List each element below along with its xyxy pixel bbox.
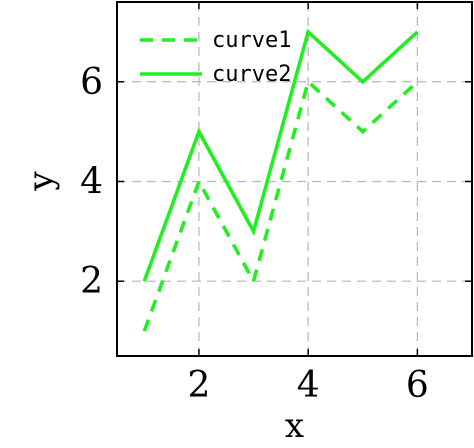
x-tick-label: 6 bbox=[406, 365, 429, 406]
x-tick-label: 2 bbox=[187, 365, 210, 406]
plot-frame bbox=[116, 1, 473, 357]
grid bbox=[117, 2, 472, 356]
series-layer bbox=[142, 28, 419, 332]
y-tick-label: 6 bbox=[80, 62, 103, 103]
legend-label: curve2 bbox=[212, 62, 291, 87]
x-axis-label: x bbox=[285, 406, 304, 446]
series-line-curve1 bbox=[142, 78, 419, 332]
series-line-curve2 bbox=[142, 28, 419, 282]
ticks: 2 4 6 2 4 6 bbox=[80, 2, 472, 406]
y-tick-label: 4 bbox=[80, 161, 103, 202]
y-tick-label: 2 bbox=[80, 261, 103, 302]
x-tick-label: 4 bbox=[297, 365, 320, 406]
y-axis-label: y bbox=[21, 171, 61, 192]
legend-label: curve1 bbox=[212, 28, 291, 53]
legend: curve1 curve2 bbox=[140, 28, 291, 87]
